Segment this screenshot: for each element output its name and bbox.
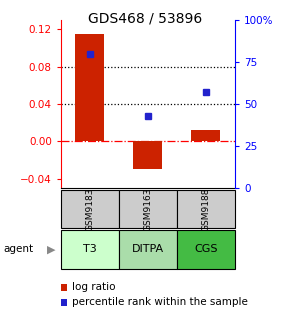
Text: GSM9183: GSM9183 <box>85 187 95 231</box>
Text: percentile rank within the sample: percentile rank within the sample <box>72 297 247 307</box>
Text: GDS468 / 53896: GDS468 / 53896 <box>88 12 202 26</box>
Bar <box>61 230 119 269</box>
Bar <box>119 230 177 269</box>
Text: agent: agent <box>3 245 33 254</box>
Text: GSM9163: GSM9163 <box>143 187 153 231</box>
Text: ▶: ▶ <box>46 245 55 254</box>
Text: T3: T3 <box>83 245 97 254</box>
Bar <box>133 141 162 169</box>
Bar <box>75 34 104 141</box>
Bar <box>119 190 177 228</box>
Text: DITPA: DITPA <box>132 245 164 254</box>
Bar <box>61 190 119 228</box>
Bar <box>177 230 235 269</box>
Bar <box>191 130 220 141</box>
Text: GSM9188: GSM9188 <box>201 187 211 231</box>
Bar <box>177 190 235 228</box>
Text: CGS: CGS <box>194 245 218 254</box>
Text: log ratio: log ratio <box>72 282 115 292</box>
